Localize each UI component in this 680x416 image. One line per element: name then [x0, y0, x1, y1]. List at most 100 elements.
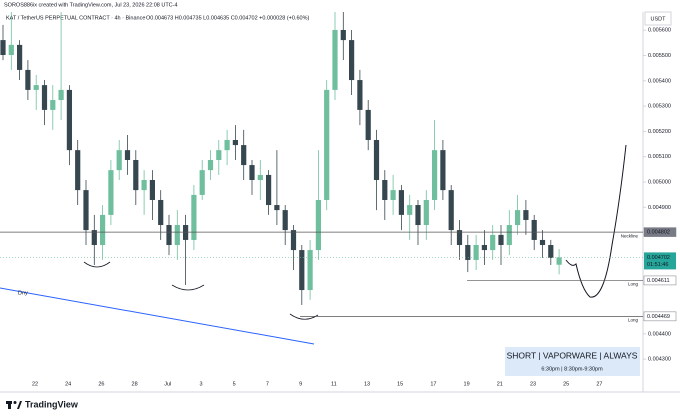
candle-body — [17, 44, 23, 70]
level-price-box — [643, 275, 677, 286]
candle-body — [249, 165, 255, 180]
x-tick-label: 28 — [132, 381, 138, 387]
candle-body — [66, 89, 72, 151]
candle-body — [373, 140, 380, 180]
candle-body — [25, 69, 31, 90]
last-price: 0.004702 — [647, 255, 670, 261]
candle-body — [465, 245, 471, 260]
y-tick-label: 0.004300 — [648, 357, 671, 363]
candle-body — [290, 230, 297, 251]
drawings — [0, 144, 627, 345]
banner-title: SHORT | VAPORWARE | ALWAYS — [507, 350, 638, 360]
x-tick-label: 7 — [266, 381, 269, 387]
candle-body — [490, 234, 496, 251]
y-tick-label: 0.005300 — [648, 104, 671, 110]
candle-body — [224, 140, 230, 151]
candle-body — [523, 210, 529, 220]
candle-body — [473, 245, 479, 260]
level-price-box — [643, 227, 677, 237]
candle-body — [116, 150, 122, 171]
y-tick-label: 0.004400 — [648, 331, 671, 337]
candle-body — [365, 109, 371, 141]
ohlc-line: O0.004673 H0.004735 L0.004635 C0.004702 … — [146, 15, 309, 21]
x-tick-label: 24 — [65, 381, 71, 387]
candle-body — [299, 250, 305, 291]
x-tick-label: 25 — [563, 381, 569, 387]
candle-body — [100, 214, 106, 246]
banner-subtitle: 6:30pm | 8:30pm-9:30pm — [541, 366, 603, 372]
candle-body — [0, 40, 6, 56]
banner — [505, 347, 640, 376]
candle-body — [398, 190, 404, 215]
currency: USDT — [651, 16, 667, 22]
candle-body — [498, 234, 504, 246]
candle-body — [8, 44, 14, 56]
candle-body — [232, 140, 238, 146]
x-tick-label: 26 — [98, 381, 104, 387]
candle-body — [556, 257, 562, 265]
candle-body — [75, 150, 81, 191]
candle-body — [332, 29, 338, 90]
candle-body — [456, 230, 463, 246]
level-price: 0.004469 — [647, 314, 670, 320]
candle-body — [481, 245, 487, 251]
low-arc — [171, 284, 205, 291]
candle-body — [382, 179, 388, 200]
low-arc — [83, 261, 111, 268]
countdown: 01:51:46 — [647, 262, 668, 268]
y-tick-label: 0.005100 — [648, 154, 671, 160]
candle-body — [199, 170, 205, 195]
candle-layer — [0, 12, 562, 305]
candle-body — [50, 100, 56, 110]
x-tick-label: 13 — [364, 381, 370, 387]
candle-body — [108, 170, 114, 215]
candle-body — [539, 239, 546, 246]
candle-body — [448, 190, 454, 231]
candle-body — [241, 145, 247, 166]
candle-body — [315, 199, 321, 251]
candle-body — [158, 199, 164, 226]
x-tick-label: 23 — [530, 381, 536, 387]
candle-body — [266, 174, 272, 206]
x-tick-label: 22 — [32, 381, 38, 387]
x-tick-label: 19 — [464, 381, 470, 387]
candle-body — [183, 225, 189, 240]
level-price: 0.004802 — [647, 230, 670, 236]
candle-body — [415, 205, 421, 226]
candle-body — [349, 40, 355, 81]
y-tick-label: 0.005200 — [648, 129, 671, 135]
level-price: 0.004611 — [647, 278, 670, 284]
candle-body — [207, 160, 214, 171]
y-tick-label: 0.005600 — [648, 28, 671, 34]
x-tick-label: 15 — [397, 381, 403, 387]
candle-body — [33, 85, 39, 90]
x-tick-label: Jul — [164, 381, 171, 387]
candle-body — [124, 150, 131, 161]
candle-body — [506, 225, 512, 246]
candle-body — [423, 199, 429, 226]
candle-body — [340, 29, 346, 41]
candle-body — [515, 210, 521, 226]
level-name: Neckline — [621, 233, 639, 238]
candle-body — [274, 205, 280, 211]
candle-body — [531, 219, 537, 240]
candle-body — [282, 210, 288, 231]
brand: TradingView — [25, 399, 79, 409]
y-tick-label: 0.005000 — [648, 179, 671, 185]
x-tick-label: 27 — [596, 381, 602, 387]
y-tick-label: 0.005500 — [648, 53, 671, 59]
candle-body — [216, 150, 222, 161]
candle-body — [149, 179, 155, 200]
currency-box[interactable] — [644, 11, 672, 26]
level-price-box — [643, 311, 677, 322]
last-price-box — [644, 252, 676, 270]
y-tick-label: 0.004900 — [648, 205, 671, 211]
candle-body — [548, 245, 554, 258]
candle-body — [133, 160, 139, 191]
candle-body — [91, 230, 97, 246]
brand-logo — [6, 401, 22, 409]
x-tick-label: 21 — [497, 381, 503, 387]
x-tick-label: 9 — [299, 381, 302, 387]
trendline-label: Dny — [18, 290, 28, 296]
